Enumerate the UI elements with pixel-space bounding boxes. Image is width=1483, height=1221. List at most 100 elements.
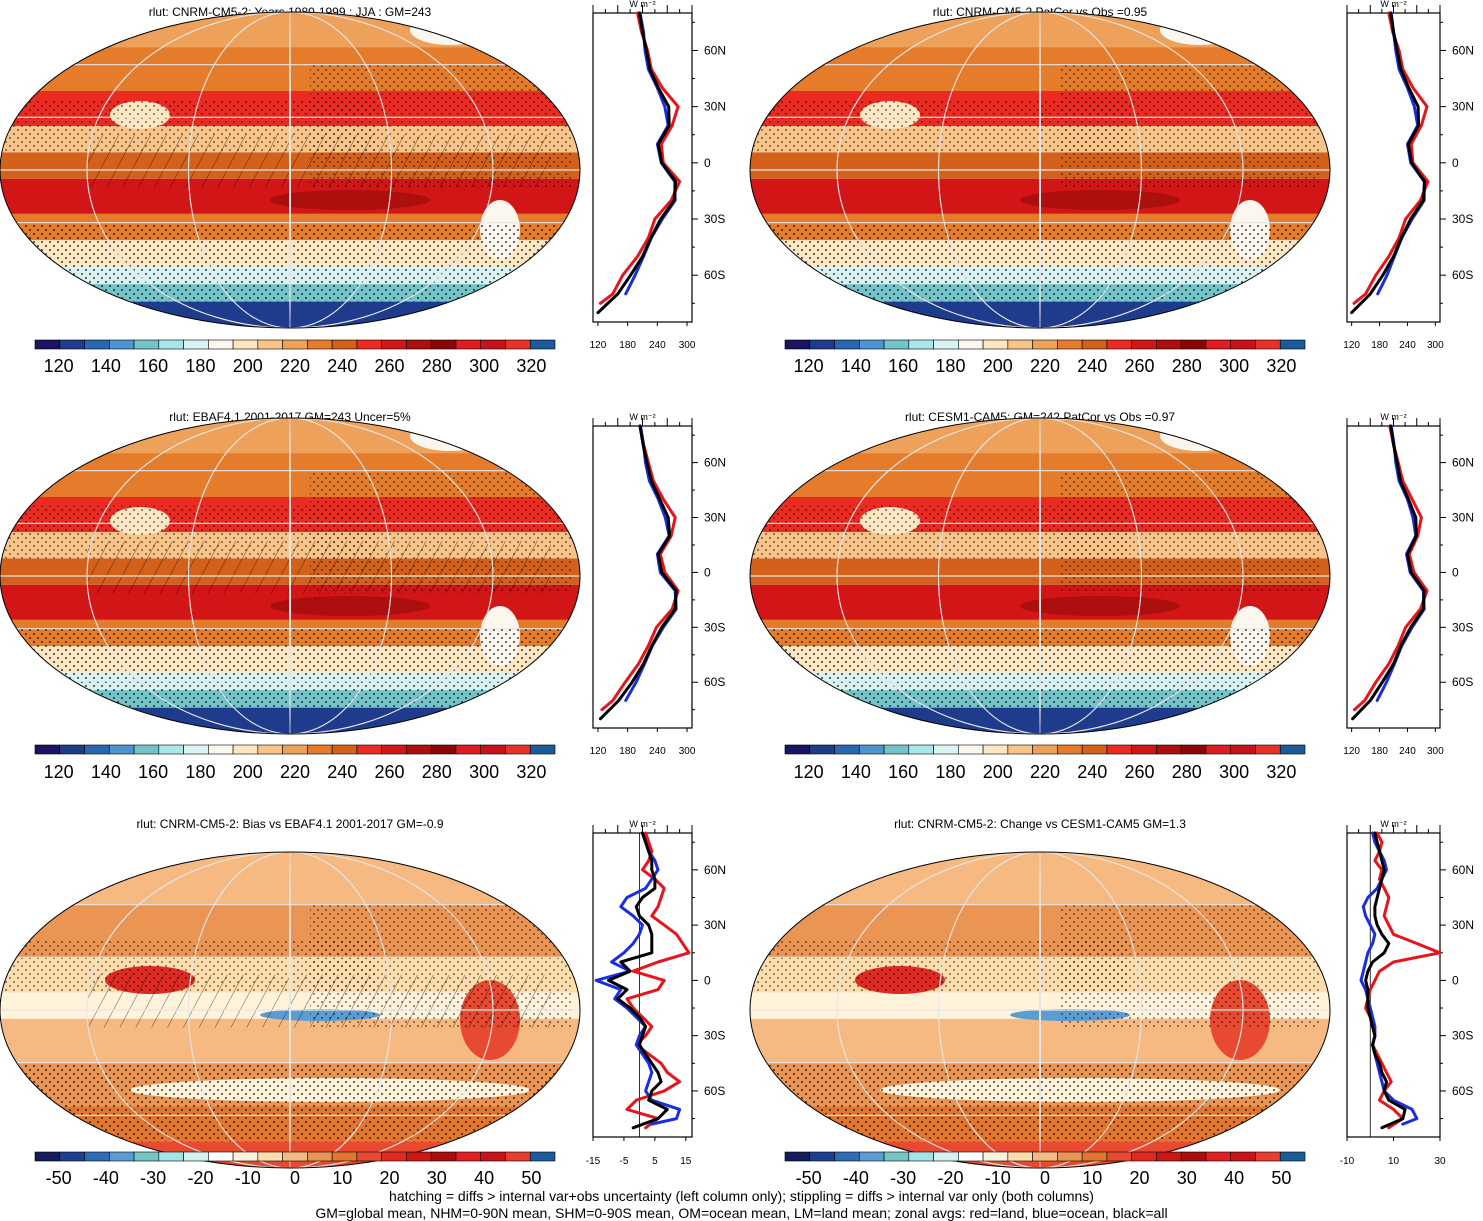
colorbar-swatch: [158, 744, 184, 755]
colorbar-swatch: [257, 339, 283, 350]
profile-x-label: 240: [1399, 340, 1416, 351]
profile-lat-label: 60N: [1452, 456, 1474, 470]
profile-lat-label: 60N: [1452, 43, 1474, 57]
profile-x-label: 5: [652, 1156, 658, 1167]
colorbar-swatch: [505, 1151, 531, 1162]
graticule-lon: [289, 418, 291, 734]
colorbar-swatch: [307, 744, 333, 755]
colorbar-swatch: [455, 1151, 482, 1162]
colorbar-swatch: [34, 744, 61, 755]
colorbar-swatch: [183, 744, 209, 755]
colorbar-swatch: [1255, 1151, 1281, 1162]
colorbar-swatch: [183, 1151, 209, 1162]
colorbar-swatch: [430, 339, 457, 350]
profile-lat-label: 30N: [1452, 100, 1474, 114]
world-map: [0, 12, 580, 328]
graticule-lon: [188, 852, 392, 1168]
colorbar-swatch: [133, 744, 160, 755]
map-patch: [1160, 15, 1240, 45]
colorbar-swatch: [1255, 744, 1281, 755]
colorbar-swatch: [1230, 339, 1256, 350]
zonal-profile: W m⁻² 60N 30N 0 30S 60S -10 10 30: [1340, 819, 1474, 1167]
colorbar-tick-label: -10: [985, 1168, 1011, 1188]
colorbar-swatch: [529, 744, 556, 755]
colorbar-tick-label: 300: [469, 356, 499, 376]
colorbar-swatch: [455, 744, 482, 755]
profile-lat-label: 60N: [704, 43, 726, 57]
colorbar-swatch: [1230, 1151, 1256, 1162]
colorbar-swatch: [480, 339, 506, 350]
colorbar-swatch: [1032, 744, 1058, 755]
colorbar-swatch: [858, 339, 885, 350]
colorbar-swatch: [1057, 339, 1083, 350]
colorbar-swatch: [108, 744, 135, 755]
profile-unit-label: W m⁻²: [629, 819, 655, 829]
colorbar-swatch: [158, 1151, 184, 1162]
colorbar-swatch: [908, 1151, 934, 1162]
colorbar-tick-label: 50: [1271, 1168, 1291, 1188]
profile-line-all: [596, 11, 678, 315]
colorbar-swatch: [834, 339, 860, 350]
colorbar-swatch: [307, 1151, 333, 1162]
colorbar-tick-label: 120: [794, 356, 824, 376]
profile-lat-label: 30S: [1452, 1029, 1473, 1043]
colorbar-swatch: [282, 1151, 308, 1162]
profile-line-all: [1364, 831, 1407, 1130]
colorbar-swatch: [883, 744, 910, 755]
colorbar-tick-label: 260: [375, 762, 405, 782]
colorbar-tick-label: -20: [937, 1168, 963, 1188]
colorbar-swatch: [84, 744, 110, 755]
profile-x-label: 300: [679, 340, 696, 351]
colorbar-tick-label: 140: [91, 356, 121, 376]
colorbar-swatch: [1279, 1151, 1306, 1162]
profile-line-ocean: [624, 11, 677, 296]
profile-line-land: [600, 424, 680, 712]
colorbar-swatch: [809, 744, 835, 755]
colorbar-tick-label: 20: [380, 1168, 400, 1188]
profile-x-label: 15: [680, 1156, 692, 1167]
hatching-region: [87, 974, 551, 1028]
colorbar-swatch: [1081, 1151, 1108, 1162]
profile-lat-label: 30N: [1452, 918, 1474, 932]
map-patch: [410, 421, 490, 451]
colorbar-tick-label: 280: [1172, 356, 1202, 376]
colorbar-swatch: [1156, 744, 1182, 755]
colorbar-swatch: [809, 1151, 835, 1162]
colorbar-tick-label: 120: [44, 356, 74, 376]
map-outline: [749, 417, 1331, 735]
colorbar-swatch: [84, 1151, 110, 1162]
colorbar-tick-label: -50: [46, 1168, 72, 1188]
colorbar-tick-label: 160: [138, 762, 168, 782]
zonal-profile: W m⁻² 60N 30N 0 30S 60S 120 180 240 300: [1343, 0, 1474, 351]
colorbar-swatch: [505, 744, 531, 755]
graticule-lon: [86, 12, 494, 328]
map-patch: [1160, 421, 1240, 451]
colorbar-tick-label: 20: [1130, 1168, 1150, 1188]
colorbar-swatch: [84, 339, 110, 350]
colorbar-swatch: [1007, 744, 1033, 755]
colorbar-swatch: [784, 339, 811, 350]
colorbar-swatch: [982, 1151, 1009, 1162]
colorbar-swatch: [1180, 339, 1207, 350]
colorbar-swatch: [232, 339, 259, 350]
profile-x-label: 240: [1399, 746, 1416, 757]
colorbar-tick-label: -40: [93, 1168, 119, 1188]
colorbar-swatch: [958, 339, 984, 350]
colorbar-swatch: [834, 1151, 860, 1162]
colorbar-tick-label: 280: [422, 762, 452, 782]
profile-lat-label: 30N: [704, 511, 726, 525]
colorbar-swatch: [529, 339, 556, 350]
colorbar-swatch: [430, 1151, 457, 1162]
colorbar-swatch: [1106, 744, 1132, 755]
profile-frame: [1346, 832, 1441, 1138]
profile-lat-label: 60N: [704, 456, 726, 470]
colorbar-swatch: [108, 339, 135, 350]
colorbar-swatch: [406, 744, 432, 755]
colorbar-tick-label: 240: [1077, 762, 1107, 782]
stippling-region: [1060, 470, 1321, 594]
colorbar-tick-label: 40: [1224, 1168, 1244, 1188]
world-map: [750, 418, 1330, 734]
profile-x-label: 120: [1343, 746, 1360, 757]
zonal-profile: W m⁻² 60N 30N 0 30S 60S -15 -5 5 15: [586, 819, 726, 1167]
profile-line-all: [607, 831, 669, 1130]
